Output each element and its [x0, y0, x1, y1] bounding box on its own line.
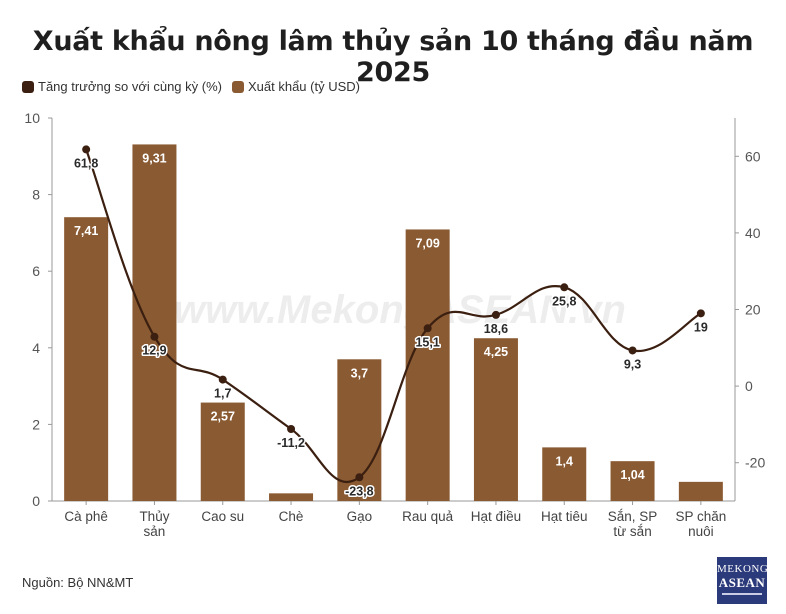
- growth-value-label: -23,8: [345, 484, 374, 498]
- bar: [406, 229, 450, 501]
- y-right-tick-label: 0: [745, 378, 753, 394]
- growth-value-label: 18,6: [484, 322, 508, 336]
- growth-value-label: 61,8: [74, 156, 98, 170]
- x-tick-label: Cao su: [201, 509, 244, 524]
- bar-value-label: 7,09: [415, 236, 439, 250]
- y-left-tick-label: 10: [24, 110, 40, 126]
- bar: [679, 482, 723, 501]
- bar: [269, 493, 313, 501]
- publisher-logo: MEKONG ASEAN: [717, 557, 767, 604]
- x-tick-label: SP chăn: [675, 509, 726, 524]
- y-left-tick-label: 6: [32, 263, 40, 279]
- y-left-tick-label: 2: [32, 416, 40, 432]
- growth-point: [287, 425, 295, 433]
- x-tick-label: Chè: [279, 509, 304, 524]
- growth-point: [355, 473, 363, 481]
- y-right-tick-label: 40: [745, 225, 761, 241]
- bar: [64, 217, 108, 501]
- growth-point: [697, 309, 705, 317]
- y-left-tick-label: 8: [32, 187, 40, 203]
- bar-value-label: 4,25: [484, 345, 508, 359]
- x-tick-label: sản: [144, 524, 166, 539]
- growth-value-label: 1,7: [214, 387, 231, 401]
- x-tick-label: Cà phê: [64, 509, 108, 524]
- x-tick-label: nuôi: [688, 524, 714, 539]
- source-note: Nguồn: Bộ NN&MT: [22, 575, 133, 590]
- x-tick-label: Rau quả: [402, 509, 454, 524]
- y-right-tick-label: -20: [745, 455, 765, 471]
- x-tick-label: Hạt điều: [471, 509, 521, 524]
- growth-value-label: -11,2: [277, 436, 305, 450]
- bar-value-label: 2,57: [211, 410, 235, 424]
- growth-point: [219, 376, 227, 384]
- y-left-tick-label: 4: [32, 340, 40, 356]
- logo-line-2: ASEAN: [717, 576, 767, 590]
- growth-value-label: 25,8: [552, 294, 576, 308]
- y-right-tick-label: 60: [745, 148, 761, 164]
- bar-value-label: 7,41: [74, 224, 98, 238]
- bar: [132, 144, 176, 501]
- growth-value-label: 19: [694, 320, 708, 334]
- logo-line-1: MEKONG: [717, 557, 767, 576]
- growth-value-label: 15,1: [415, 335, 439, 349]
- growth-value-label: 9,3: [624, 357, 641, 371]
- bar: [474, 338, 518, 501]
- y-right-tick-label: 20: [745, 302, 761, 318]
- x-tick-label: Hạt tiêu: [541, 509, 588, 524]
- bar-value-label: 3,7: [351, 366, 368, 380]
- x-tick-label: Thủy: [139, 509, 169, 524]
- bar-value-label: 1,4: [556, 454, 573, 468]
- growth-point: [629, 346, 637, 354]
- x-tick-label: từ sắn: [613, 524, 651, 539]
- bar-value-label: 9,31: [142, 151, 166, 165]
- y-left-tick-label: 0: [32, 493, 40, 509]
- growth-point: [424, 324, 432, 332]
- x-tick-label: Sắn, SP: [608, 509, 658, 524]
- growth-point: [492, 311, 500, 319]
- bar-value-label: 1,04: [620, 468, 644, 482]
- growth-point: [150, 333, 158, 341]
- x-tick-label: Gạo: [347, 509, 373, 524]
- growth-value-label: 12,9: [142, 344, 166, 358]
- growth-point: [560, 283, 568, 291]
- growth-point: [82, 145, 90, 153]
- logo-underline: [722, 593, 762, 595]
